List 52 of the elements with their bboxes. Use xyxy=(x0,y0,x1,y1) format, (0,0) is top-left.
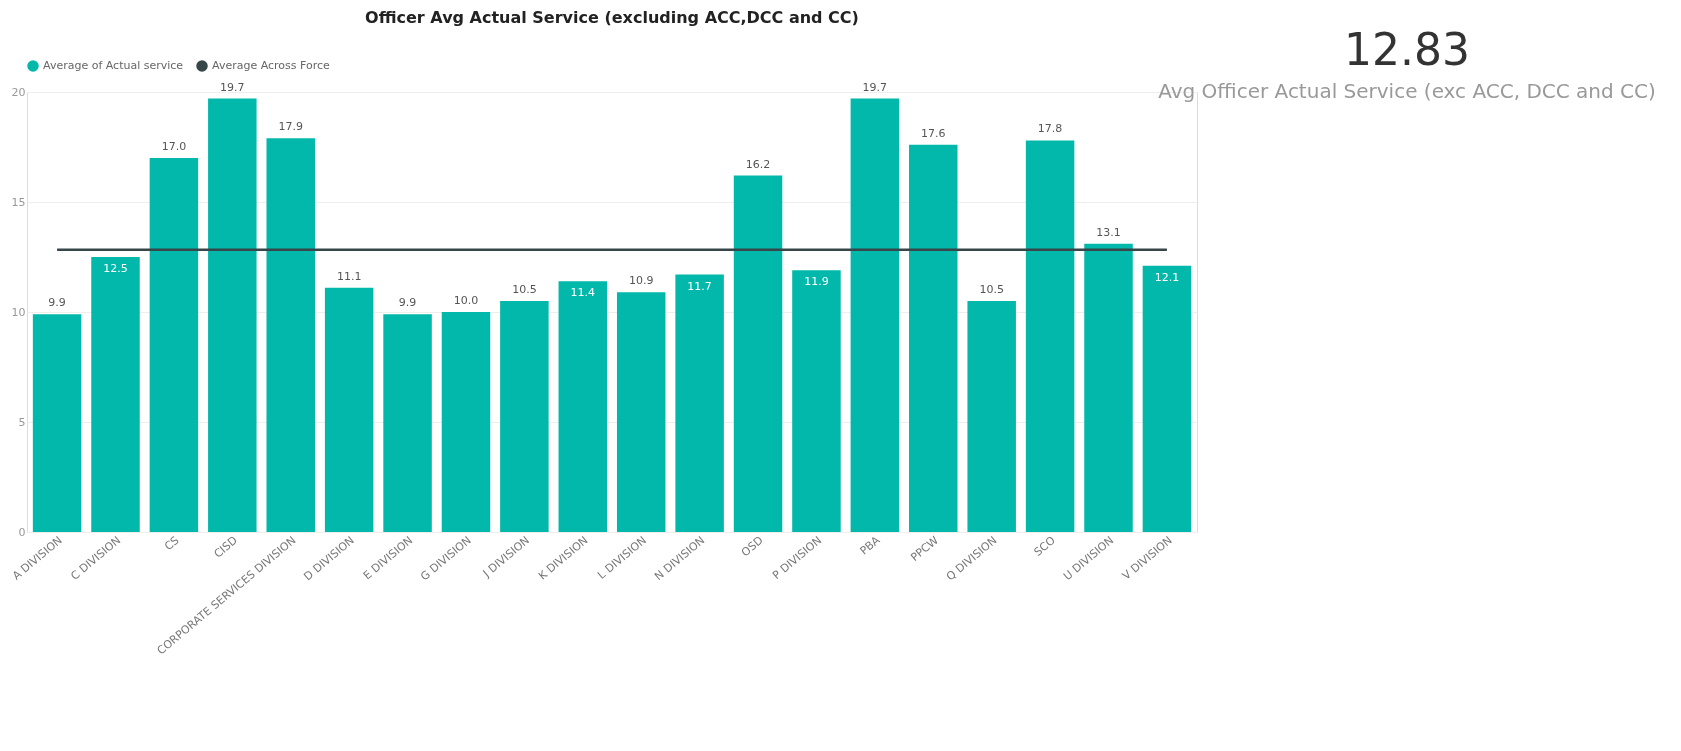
data-label: 19.7 xyxy=(220,80,245,94)
y-tick-label: 15 xyxy=(11,195,26,209)
bar xyxy=(675,274,724,532)
bar xyxy=(1025,140,1075,532)
bar xyxy=(850,98,900,532)
chart-title: Officer Avg Actual Service (excluding ACC,DCC and CC) xyxy=(365,8,859,27)
data-label: 17.0 xyxy=(161,140,187,153)
bar xyxy=(1142,265,1192,532)
bar xyxy=(792,270,841,532)
data-label: 10.5 xyxy=(512,283,537,296)
data-label: 17.8 xyxy=(1037,122,1063,136)
y-tick-label: 20 xyxy=(11,85,26,99)
data-label: 17.6 xyxy=(921,126,946,140)
data-label: 9.9 xyxy=(398,296,417,310)
bar xyxy=(149,158,199,532)
bar xyxy=(266,138,315,532)
bar xyxy=(909,144,958,532)
annotation: Avg Officer Actual Service (exc ACC, DCC and CC) xyxy=(1158,79,1656,103)
text: 12.83 xyxy=(1344,24,1470,75)
y-tick-label: 0 xyxy=(18,525,26,539)
bar xyxy=(32,314,82,532)
bar xyxy=(733,175,783,532)
data-label: 11.7 xyxy=(687,279,712,293)
data-label: 10.9 xyxy=(628,274,654,288)
data-label: 10.5 xyxy=(979,283,1004,296)
data-label: 12.5 xyxy=(103,262,128,275)
bar xyxy=(383,314,432,532)
x-tick-label: PBA xyxy=(857,533,883,558)
data-label: 13.1 xyxy=(1096,225,1121,239)
y-tick-label: 5 xyxy=(18,415,26,429)
data-label: 10.0 xyxy=(453,294,479,307)
legend-label: Average Across Force xyxy=(212,59,331,72)
data-label: 9.9 xyxy=(48,296,66,310)
bar xyxy=(324,287,374,532)
data-label: 11.9 xyxy=(804,275,829,289)
bar xyxy=(616,292,666,532)
data-label: 11.1 xyxy=(336,269,362,283)
bar xyxy=(208,98,257,532)
data-label: 16.2 xyxy=(745,157,771,171)
bar xyxy=(91,257,140,532)
data-label: 12.1 xyxy=(1154,270,1180,284)
bar xyxy=(500,301,549,532)
legend-label: Average of Actual service xyxy=(43,59,184,72)
bar xyxy=(558,281,608,532)
x-tick-label: CS xyxy=(162,533,182,554)
bar xyxy=(441,312,491,532)
y-tick-label: 10 xyxy=(11,305,26,319)
data-label: 19.7 xyxy=(862,80,888,94)
data-label: 17.9 xyxy=(278,120,303,134)
data-label: 11.4 xyxy=(570,286,596,300)
bar xyxy=(967,301,1016,532)
bar xyxy=(1084,243,1133,532)
